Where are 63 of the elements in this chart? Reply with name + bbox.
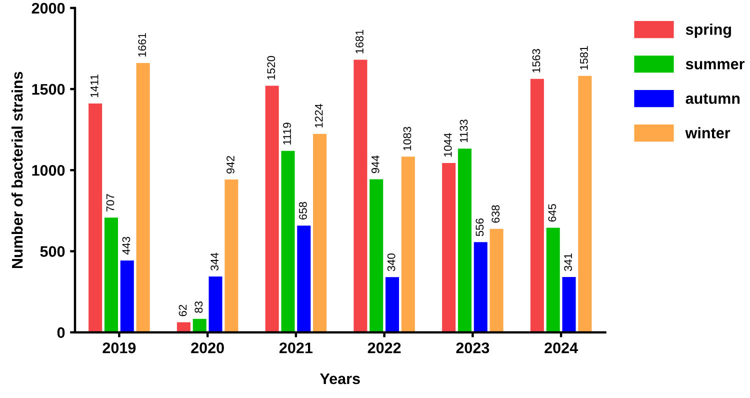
data-label: 340 — [387, 254, 396, 272]
x-axis-title: Years — [320, 374, 360, 384]
bar — [120, 260, 134, 332]
x-tick-label: 2023 — [456, 342, 490, 354]
bar — [354, 60, 368, 332]
bar — [530, 78, 544, 332]
x-tick-label: 2019 — [102, 342, 136, 354]
bar — [474, 242, 488, 332]
data-label: 341 — [564, 253, 572, 272]
bar — [281, 150, 295, 332]
bar — [104, 218, 118, 332]
bar — [386, 277, 400, 332]
y-tick-label: 2000 — [32, 2, 65, 14]
y-axis-title: Number of bacterial strains — [11, 72, 23, 268]
bar — [88, 103, 102, 332]
x-tick-label: 2021 — [279, 342, 313, 354]
data-label: 1520 — [267, 56, 276, 80]
data-label: 1044 — [444, 133, 452, 157]
data-label: 1411 — [90, 74, 98, 98]
legend-label: spring — [686, 24, 731, 38]
bar — [208, 276, 222, 332]
legend-label: autumn — [686, 94, 740, 104]
data-label: 1083 — [403, 126, 412, 150]
data-label: 1224 — [314, 104, 323, 128]
bar — [401, 156, 415, 332]
x-tick-label: 2020 — [191, 342, 224, 354]
bar — [224, 180, 238, 332]
bar — [546, 228, 560, 332]
bar — [490, 228, 504, 332]
data-label: 1563 — [532, 49, 540, 72]
y-tick-label: 500 — [40, 246, 65, 257]
data-label: 645 — [548, 204, 556, 222]
bar — [265, 86, 279, 332]
bar — [313, 134, 327, 332]
data-label: 344 — [210, 252, 218, 271]
data-label: 1681 — [356, 30, 364, 54]
legend-label: winter — [685, 127, 730, 138]
bar — [370, 179, 384, 332]
y-tick-label: 1500 — [32, 84, 65, 95]
data-label: 62 — [178, 304, 187, 316]
bar — [442, 163, 456, 332]
data-label: 638 — [492, 205, 500, 223]
data-label: 658 — [299, 202, 307, 220]
data-label: 1133 — [460, 120, 468, 142]
data-label: 83 — [194, 301, 203, 313]
bar — [136, 62, 150, 332]
y-tick-label: 1000 — [32, 165, 65, 176]
data-label: 942 — [226, 156, 234, 174]
bar — [578, 76, 592, 332]
data-label: 944 — [371, 155, 380, 174]
x-tick-label: 2022 — [368, 342, 401, 354]
bar — [458, 148, 472, 332]
y-tick-label: 0 — [57, 327, 65, 338]
data-label: 1661 — [138, 33, 146, 57]
data-label: 1119 — [283, 122, 291, 144]
data-label: 707 — [106, 194, 114, 212]
x-tick-label: 2024 — [544, 342, 578, 354]
data-label: 556 — [476, 218, 484, 236]
bar — [297, 226, 311, 332]
legend-label: summer — [686, 61, 745, 70]
bar — [562, 277, 576, 332]
data-label: 1581 — [580, 46, 588, 70]
data-label: 443 — [122, 236, 130, 255]
